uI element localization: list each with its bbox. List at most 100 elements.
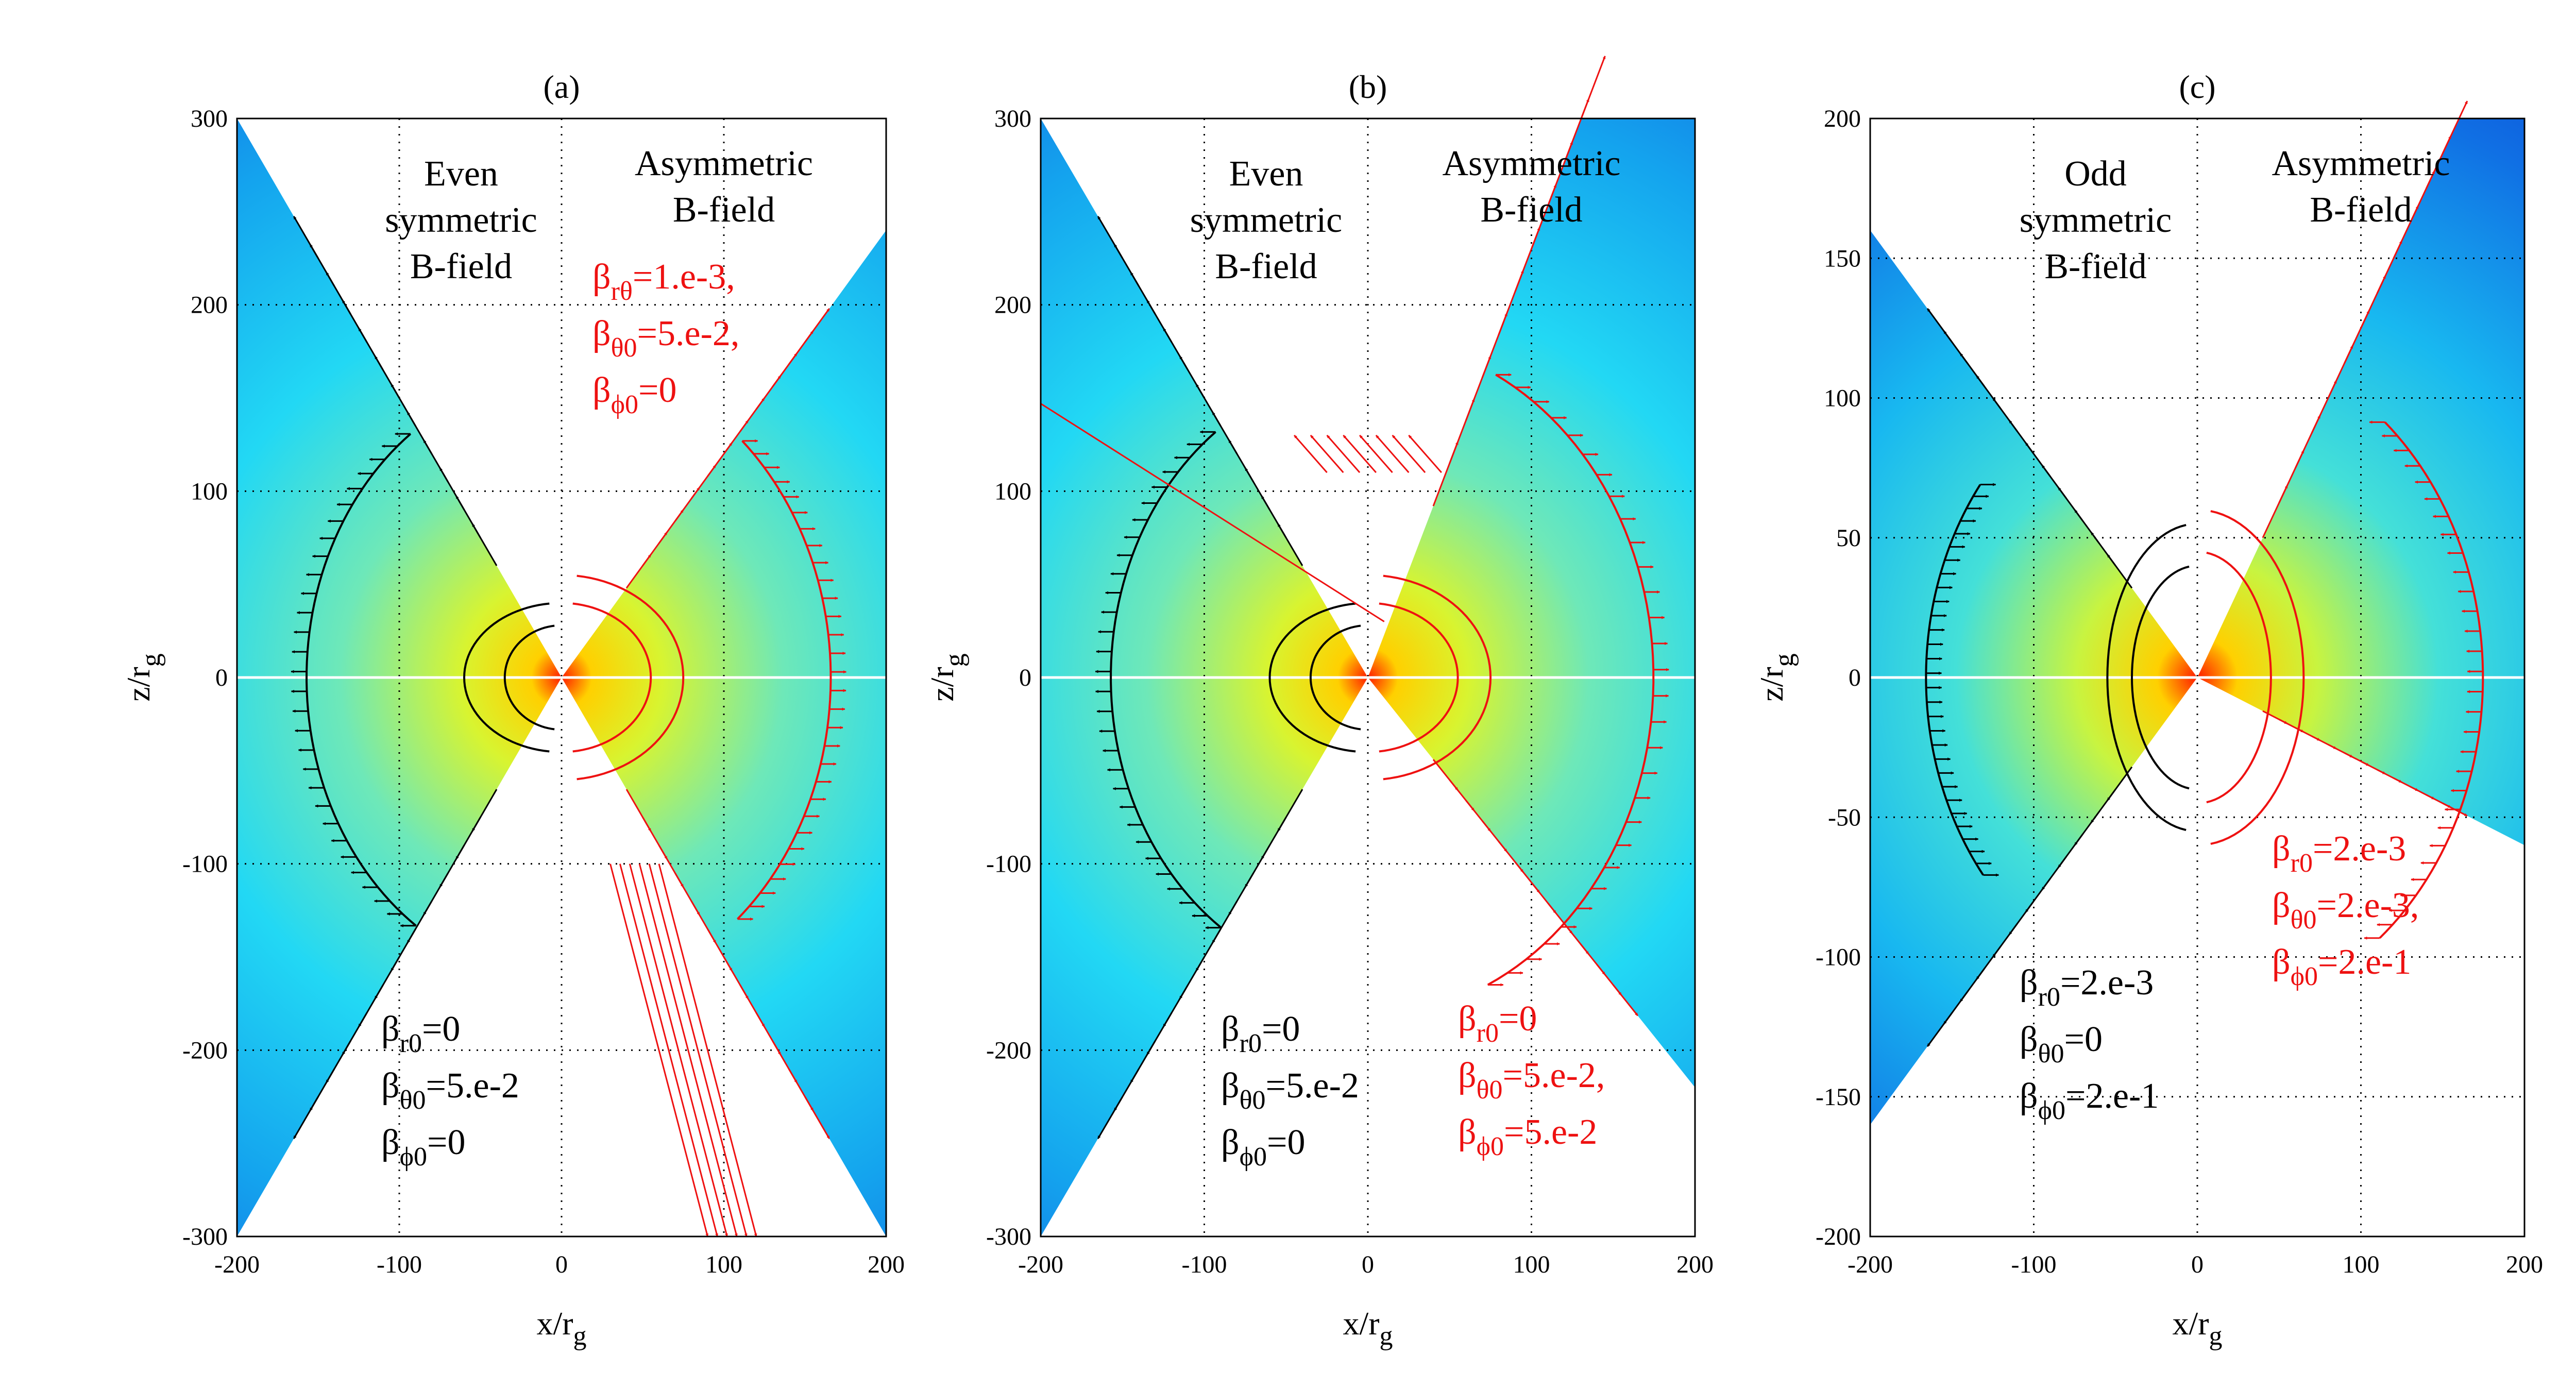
right-lower-streamline (2442, 802, 2468, 817)
right-lower-streamline (804, 1096, 831, 1139)
left-params: βr0=0 (381, 1009, 460, 1058)
left-params: βr0=2.e-3 (2020, 963, 2154, 1012)
right-lower-jet-line (658, 863, 757, 1237)
panel-a-x-axis-label: x/rg (536, 1305, 586, 1351)
current-sheet-arrow (1293, 434, 1328, 473)
right-params: βθ0=2.e-3, (2272, 886, 2419, 935)
right-params: βϕ0=2.e-1 (2272, 942, 2411, 991)
y-tick-label: 100 (1824, 385, 1861, 412)
right-lower-jet-line (648, 863, 748, 1237)
left-upper-streamline (1926, 308, 1953, 343)
left-lower-streamline (1097, 1096, 1124, 1139)
x-tick-label: -200 (1018, 1251, 1063, 1278)
panel-b-frame (1040, 117, 1696, 1238)
right-density-contour (572, 602, 652, 753)
left-field-title: B-field (2044, 247, 2146, 286)
y-tick-label: -300 (182, 1223, 228, 1250)
panel-b-y-axis-label: z/rg (924, 653, 970, 702)
y-tick-label: -300 (986, 1223, 1031, 1250)
right-density-contour (2206, 551, 2272, 804)
left-lower-streamline (293, 1096, 319, 1139)
current-sheet-arrow (1343, 434, 1377, 473)
left-lower-streamline (1926, 1012, 1953, 1047)
panel-b-contours (1268, 574, 1492, 781)
right-params: βθ0=5.e-2, (592, 314, 739, 363)
right-field-surface (1487, 374, 1655, 986)
current-sheet-arrow (1310, 434, 1344, 473)
left-field-title: symmetric (1190, 200, 1342, 240)
left-params: βϕ0=0 (1221, 1123, 1305, 1172)
y-tick-label: 50 (1836, 524, 1861, 552)
panel-b-x-axis-label: x/rg (1343, 1305, 1393, 1351)
right-params: βr0=0 (1458, 999, 1537, 1048)
right-density-contour (1383, 574, 1492, 781)
left-field-surface (1110, 431, 1222, 929)
right-density-wedge (562, 230, 886, 1236)
left-params: βθ0=5.e-2 (381, 1066, 519, 1115)
x-tick-label: -100 (377, 1251, 422, 1278)
x-tick-label: 100 (1513, 1251, 1550, 1278)
panel-c-tick-labels: -200 -100 0 100 200 200 150 100 50 0 -50 -100 -150 -2… (1816, 105, 2543, 1278)
panel-a-frame (236, 117, 887, 1238)
left-field-title: B-field (410, 247, 512, 286)
panel-c-label: (c) (2179, 69, 2215, 105)
y-tick-label: 200 (191, 292, 228, 319)
panel-c-grid (1870, 118, 2524, 1236)
current-sheet-arrow (1359, 434, 1393, 473)
y-tick-label: 100 (994, 478, 1031, 505)
x-tick-label: -200 (214, 1251, 260, 1278)
right-density-contour (577, 574, 685, 781)
right-params: βr0=2.e-3 (2272, 829, 2406, 878)
panel-c-x-axis-label: x/rg (2172, 1305, 2222, 1351)
x-tick-label: 200 (1676, 1251, 1714, 1278)
panel-b-annotations: Even symmetric B-field Asymmetric B-field βr0… (1190, 144, 1621, 1172)
left-params: βr0=0 (1221, 1009, 1300, 1058)
left-params: βϕ0=2.e-1 (2020, 1076, 2159, 1125)
right-field-title: Asymmetric (635, 144, 813, 183)
y-tick-label: 0 (1849, 664, 1861, 691)
left-field-title: B-field (1215, 247, 1317, 286)
y-tick-label: -150 (1816, 1083, 1861, 1111)
right-upper-streamline (1580, 56, 1606, 121)
right-params: βθ0=5.e-2, (1458, 1056, 1605, 1105)
left-density-contour (2106, 524, 2187, 831)
x-tick-label: -100 (2011, 1251, 2057, 1278)
right-density-contour (1379, 602, 1459, 753)
right-lower-jet-line (638, 863, 738, 1237)
panel-a-field-vectors (291, 216, 847, 1237)
left-field-title: Even (424, 154, 498, 194)
y-tick-label: 200 (1824, 105, 1861, 132)
y-tick-label: -100 (182, 851, 228, 878)
panel-b-label: (b) (1349, 69, 1387, 105)
left-field-surface (306, 433, 417, 927)
right-field-title: B-field (1480, 190, 1582, 230)
y-tick-label: 300 (994, 105, 1031, 132)
panel-a-annotations: Even symmetric B-field Asymmetric B-field βr0… (381, 144, 813, 1172)
y-tick-label: -200 (182, 1037, 228, 1064)
left-params: βθ0=0 (2020, 1020, 2103, 1069)
panel-a-y-axis-label: z/rg (120, 653, 166, 702)
right-upper-streamline (804, 308, 830, 343)
right-field-surface (737, 440, 832, 920)
panel-c-contours (2106, 510, 2305, 845)
left-density-contour (463, 602, 550, 753)
right-field-title: B-field (2310, 190, 2412, 230)
panel-a-contours (463, 574, 685, 781)
x-tick-label: 0 (555, 1251, 568, 1278)
panel-c-y-axis-label: z/rg (1753, 653, 1799, 702)
y-tick-label: -100 (986, 851, 1031, 878)
x-tick-label: 100 (705, 1251, 742, 1278)
right-field-title: B-field (673, 190, 775, 230)
panel-c-frame (1869, 117, 2526, 1238)
left-upper-streamline (1097, 216, 1124, 259)
y-tick-label: 0 (1019, 664, 1031, 691)
right-field-title: Asymmetric (2272, 144, 2450, 183)
panel-a-label: (a) (543, 69, 580, 105)
right-density-contour (2210, 510, 2305, 845)
right-field-title: Asymmetric (1442, 144, 1620, 183)
y-tick-label: -50 (1828, 804, 1861, 831)
y-tick-label: 100 (191, 478, 228, 505)
current-sheet-arrow (1326, 434, 1361, 473)
right-params: βrθ=1.e-3, (592, 257, 735, 306)
panel-b-field-vectors (1040, 56, 1669, 1139)
